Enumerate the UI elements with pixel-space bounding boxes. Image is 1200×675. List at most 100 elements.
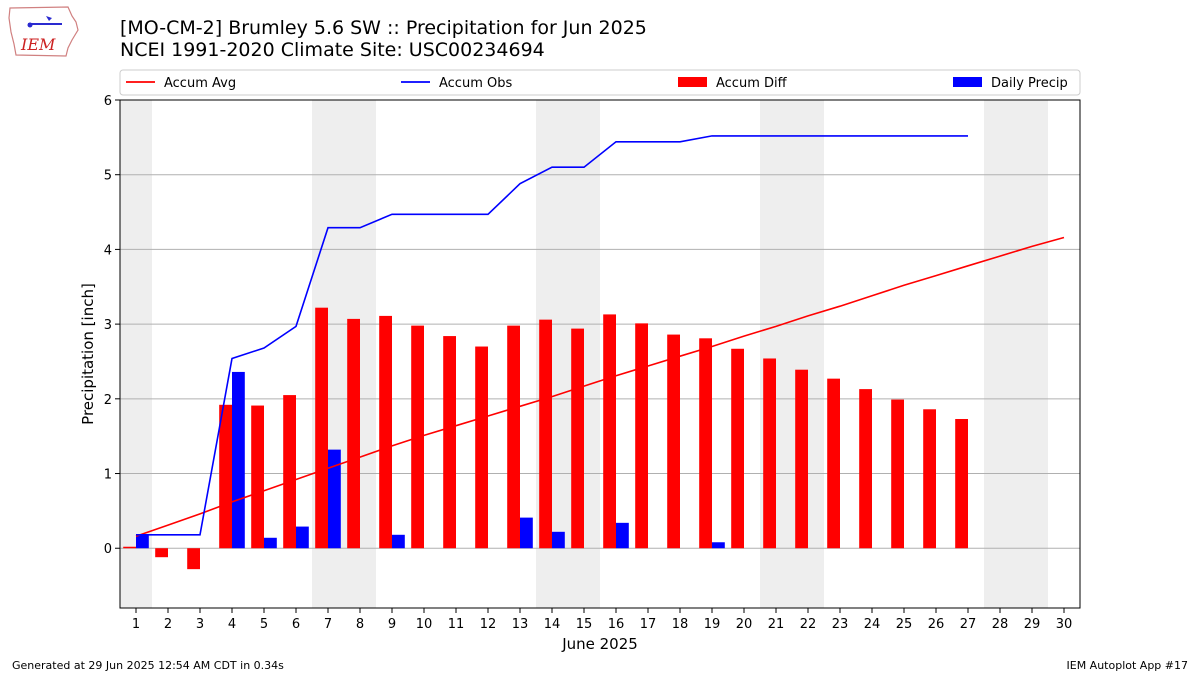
accum-diff-bar bbox=[539, 319, 552, 549]
y-tick-label: 4 bbox=[104, 243, 112, 258]
weekend-shade bbox=[312, 100, 376, 608]
accum-diff-bar bbox=[411, 325, 424, 549]
accum-diff-bar bbox=[315, 307, 328, 549]
x-tick-label: 3 bbox=[196, 617, 204, 632]
x-tick-label: 18 bbox=[672, 617, 689, 632]
accum-diff-bar bbox=[955, 418, 968, 549]
legend-label: Accum Obs bbox=[439, 76, 512, 91]
accum-diff-bar bbox=[667, 334, 680, 549]
legend: Accum Avg Accum Obs Accum Diff Daily Precip bbox=[119, 69, 1081, 96]
x-tick-label: 30 bbox=[1056, 617, 1073, 632]
accum-diff-bar bbox=[475, 346, 488, 549]
cloud-icon bbox=[46, 16, 52, 21]
legend-label: Accum Diff bbox=[716, 76, 788, 91]
accum-diff-bar bbox=[635, 323, 648, 549]
accum-diff-bar bbox=[379, 315, 392, 549]
plot-area bbox=[119, 99, 1081, 609]
x-tick-label: 25 bbox=[896, 617, 913, 632]
x-tick-label: 11 bbox=[448, 617, 465, 632]
logo-text: IEM bbox=[20, 35, 56, 54]
accum-diff-bar bbox=[347, 318, 360, 549]
x-tick-label: 8 bbox=[356, 617, 364, 632]
accum-diff-bar bbox=[795, 369, 808, 549]
accum-diff-bar bbox=[603, 314, 616, 549]
x-tick-label: 19 bbox=[704, 617, 721, 632]
weekend-shade bbox=[120, 100, 152, 608]
accum-diff-bar bbox=[251, 405, 264, 549]
chart-title: [MO-CM-2] Brumley 5.6 SW :: Precipitatio… bbox=[120, 17, 647, 39]
accum-diff-bar bbox=[507, 325, 520, 549]
accum-obs-line bbox=[136, 135, 968, 536]
x-tick-label: 4 bbox=[228, 617, 236, 632]
legend-bar-swatch bbox=[678, 77, 707, 87]
x-tick-label: 5 bbox=[260, 617, 268, 632]
y-tick-label: 6 bbox=[104, 94, 112, 109]
y-axis: 0 1 2 3 4 5 6 bbox=[104, 94, 120, 557]
daily-precip-bar bbox=[136, 534, 149, 549]
x-tick-label: 7 bbox=[324, 617, 332, 632]
line-series bbox=[135, 135, 1065, 538]
footer-app-text: IEM Autoplot App #17 bbox=[1066, 659, 1189, 672]
accum-diff-bar bbox=[571, 328, 584, 549]
accum-diff-bar bbox=[123, 546, 136, 549]
accum-diff-bar bbox=[827, 378, 840, 549]
accum-diff-bar bbox=[891, 399, 904, 549]
daily-precip-bar bbox=[392, 534, 405, 549]
accum-diff-bar bbox=[443, 336, 456, 549]
x-tick-label: 14 bbox=[544, 617, 561, 632]
footer-generated-text: Generated at 29 Jun 2025 12:54 AM CDT in… bbox=[12, 659, 284, 672]
x-tick-label: 23 bbox=[832, 617, 849, 632]
x-tick-label: 12 bbox=[480, 617, 497, 632]
iowa-state-outline-icon bbox=[8, 6, 79, 57]
iem-logo: IEM bbox=[8, 6, 79, 57]
legend-label: Accum Avg bbox=[164, 76, 236, 91]
accum-avg-line bbox=[135, 236, 1065, 538]
x-tick-label: 2 bbox=[164, 617, 172, 632]
chart-subtitle: NCEI 1991-2020 Climate Site: USC00234694 bbox=[120, 39, 545, 61]
accum-diff-bar bbox=[219, 404, 232, 549]
bar-series bbox=[123, 307, 968, 570]
x-tick-label: 21 bbox=[768, 617, 785, 632]
accum-diff-bar bbox=[155, 548, 168, 558]
legend-box bbox=[119, 69, 1081, 96]
daily-precip-bar bbox=[328, 449, 341, 549]
grid-lines bbox=[120, 99, 1080, 549]
legend-label: Daily Precip bbox=[991, 76, 1068, 91]
y-tick-label: 1 bbox=[104, 468, 112, 483]
daily-precip-bar bbox=[264, 537, 277, 549]
x-tick-label: 27 bbox=[960, 617, 977, 632]
x-tick-label: 1 bbox=[132, 617, 140, 632]
x-tick-label: 16 bbox=[608, 617, 625, 632]
x-axis: 1 2 3 4 5 6 7 8 9 10 11 12 13 14 15 16 17 18 19 20 21 22 23 24 2… bbox=[132, 608, 1072, 632]
weekend-shade bbox=[760, 100, 824, 608]
daily-precip-bar bbox=[616, 522, 629, 549]
accum-diff-bar bbox=[763, 358, 776, 549]
accum-diff-bar bbox=[923, 409, 936, 549]
x-tick-label: 22 bbox=[800, 617, 817, 632]
station-dot-icon bbox=[27, 22, 33, 28]
weekend-shade bbox=[984, 100, 1048, 608]
x-tick-label: 10 bbox=[416, 617, 433, 632]
accum-diff-bar bbox=[859, 389, 872, 549]
x-axis-label: June 2025 bbox=[561, 635, 638, 653]
y-tick-label: 0 bbox=[104, 542, 112, 557]
accum-diff-bar bbox=[187, 548, 200, 570]
x-tick-label: 17 bbox=[640, 617, 657, 632]
x-tick-label: 9 bbox=[388, 617, 396, 632]
y-tick-label: 5 bbox=[104, 169, 112, 184]
accum-diff-bar bbox=[731, 348, 744, 549]
daily-precip-bar bbox=[232, 371, 245, 549]
legend-bar-swatch bbox=[953, 77, 982, 87]
y-tick-label: 2 bbox=[104, 393, 112, 408]
daily-precip-bar bbox=[296, 526, 309, 549]
x-tick-label: 26 bbox=[928, 617, 945, 632]
x-tick-label: 15 bbox=[576, 617, 593, 632]
x-tick-label: 6 bbox=[292, 617, 300, 632]
y-axis-label: Precipitation [inch] bbox=[79, 283, 97, 425]
x-tick-label: 13 bbox=[512, 617, 529, 632]
daily-precip-bar bbox=[712, 542, 725, 549]
x-tick-label: 20 bbox=[736, 617, 753, 632]
x-tick-label: 29 bbox=[1024, 617, 1041, 632]
y-tick-label: 3 bbox=[104, 318, 112, 333]
